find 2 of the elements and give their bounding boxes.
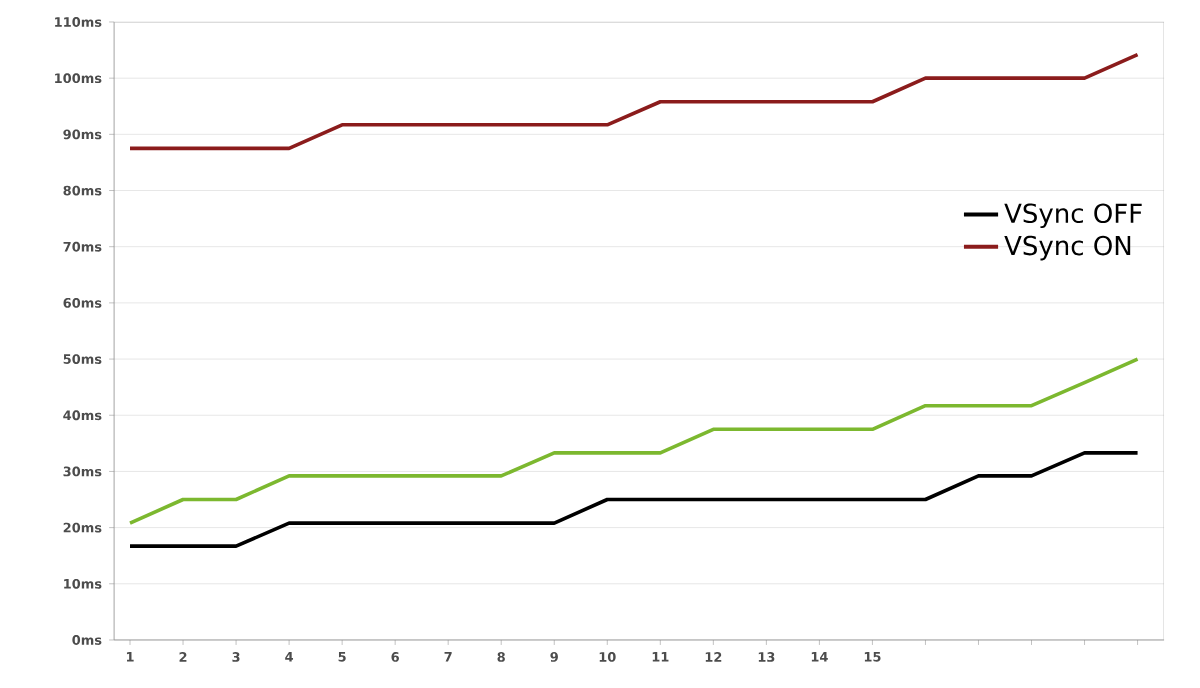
legend-label: VSync OFF xyxy=(1004,203,1142,229)
legend-label: VSync ON xyxy=(1004,235,1131,261)
